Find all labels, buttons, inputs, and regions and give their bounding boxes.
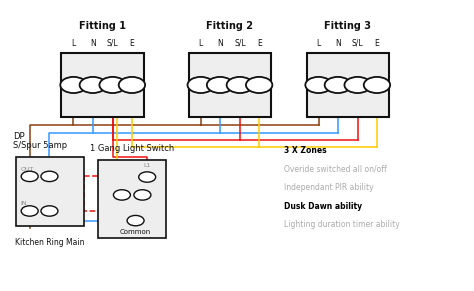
Text: IN: IN	[20, 201, 27, 206]
Circle shape	[188, 77, 214, 93]
Circle shape	[60, 77, 87, 93]
Text: L: L	[72, 38, 76, 47]
Circle shape	[118, 77, 145, 93]
Text: L: L	[317, 38, 320, 47]
Bar	[189, 53, 271, 117]
Text: L1: L1	[144, 163, 151, 168]
Text: Fitting 2: Fitting 2	[207, 21, 254, 31]
Text: 1 Gang Light Switch: 1 Gang Light Switch	[90, 144, 174, 153]
Text: S/L: S/L	[107, 38, 118, 47]
Circle shape	[325, 77, 351, 93]
Text: Independant PIR ability: Independant PIR ability	[284, 183, 374, 192]
Text: 3 X Zones: 3 X Zones	[284, 146, 327, 155]
Circle shape	[113, 190, 130, 200]
Circle shape	[364, 77, 390, 93]
Text: Lighting duration timer ability: Lighting duration timer ability	[284, 221, 400, 229]
Circle shape	[246, 77, 273, 93]
Text: Common: Common	[120, 229, 151, 235]
Circle shape	[305, 77, 332, 93]
Bar	[307, 53, 389, 117]
Circle shape	[21, 171, 38, 182]
Circle shape	[227, 77, 253, 93]
Text: E: E	[257, 38, 262, 47]
Text: Fitting 1: Fitting 1	[79, 21, 126, 31]
Text: N: N	[335, 38, 341, 47]
Text: L: L	[199, 38, 203, 47]
Circle shape	[207, 77, 233, 93]
Bar	[98, 160, 166, 238]
Text: E: E	[129, 38, 134, 47]
Bar	[16, 157, 84, 226]
Circle shape	[41, 206, 58, 216]
Text: OUT: OUT	[20, 167, 34, 172]
Text: Overide switched all on/off: Overide switched all on/off	[284, 164, 387, 173]
Bar	[62, 53, 144, 117]
Text: Fitting 3: Fitting 3	[324, 21, 371, 31]
Circle shape	[80, 77, 106, 93]
Text: N: N	[217, 38, 223, 47]
Text: E: E	[374, 38, 379, 47]
Text: S/L: S/L	[234, 38, 246, 47]
Circle shape	[345, 77, 371, 93]
Circle shape	[21, 206, 38, 216]
Text: N: N	[90, 38, 96, 47]
Text: S/L: S/L	[352, 38, 364, 47]
Text: S/Spur 5amp: S/Spur 5amp	[13, 141, 67, 150]
Text: DP: DP	[13, 132, 25, 141]
Circle shape	[134, 190, 151, 200]
Circle shape	[100, 77, 126, 93]
Circle shape	[41, 171, 58, 182]
Circle shape	[127, 215, 144, 226]
Text: Dusk Dawn ability: Dusk Dawn ability	[284, 202, 362, 211]
Circle shape	[139, 172, 155, 182]
Text: Kitchen Ring Main: Kitchen Ring Main	[15, 238, 84, 247]
